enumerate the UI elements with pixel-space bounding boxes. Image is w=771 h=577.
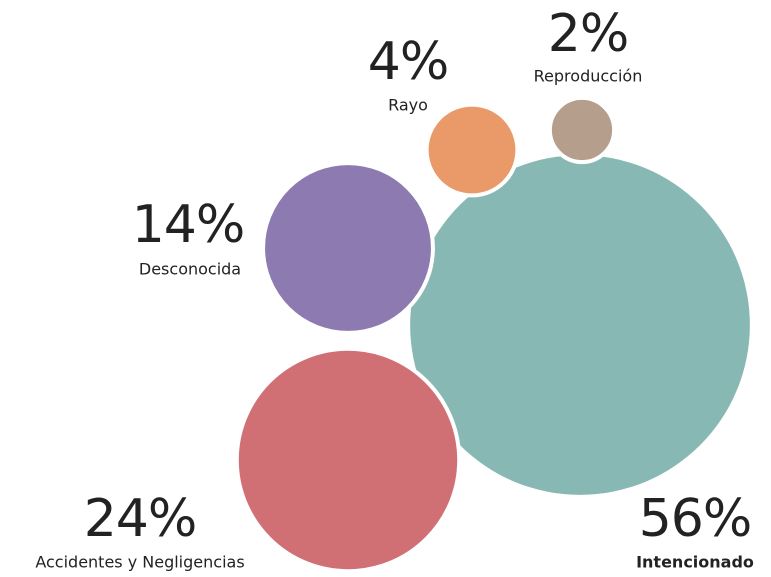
value-label: 2%	[548, 4, 629, 64]
category-label: Desconocida	[139, 260, 241, 279]
bubble	[424, 102, 520, 198]
bubble	[547, 95, 617, 165]
bubble	[234, 346, 462, 574]
value-label: 4%	[368, 32, 449, 92]
value-label: 14%	[132, 195, 245, 255]
bubble	[261, 161, 435, 335]
category-label: Intencionado	[636, 553, 754, 572]
category-label: Rayo	[388, 96, 428, 115]
category-label: Reproducción	[534, 67, 643, 86]
category-label: Accidentes y Negligencias	[35, 553, 244, 572]
value-label: 24%	[84, 489, 197, 549]
value-label: 56%	[639, 489, 752, 549]
bubble	[410, 155, 750, 495]
